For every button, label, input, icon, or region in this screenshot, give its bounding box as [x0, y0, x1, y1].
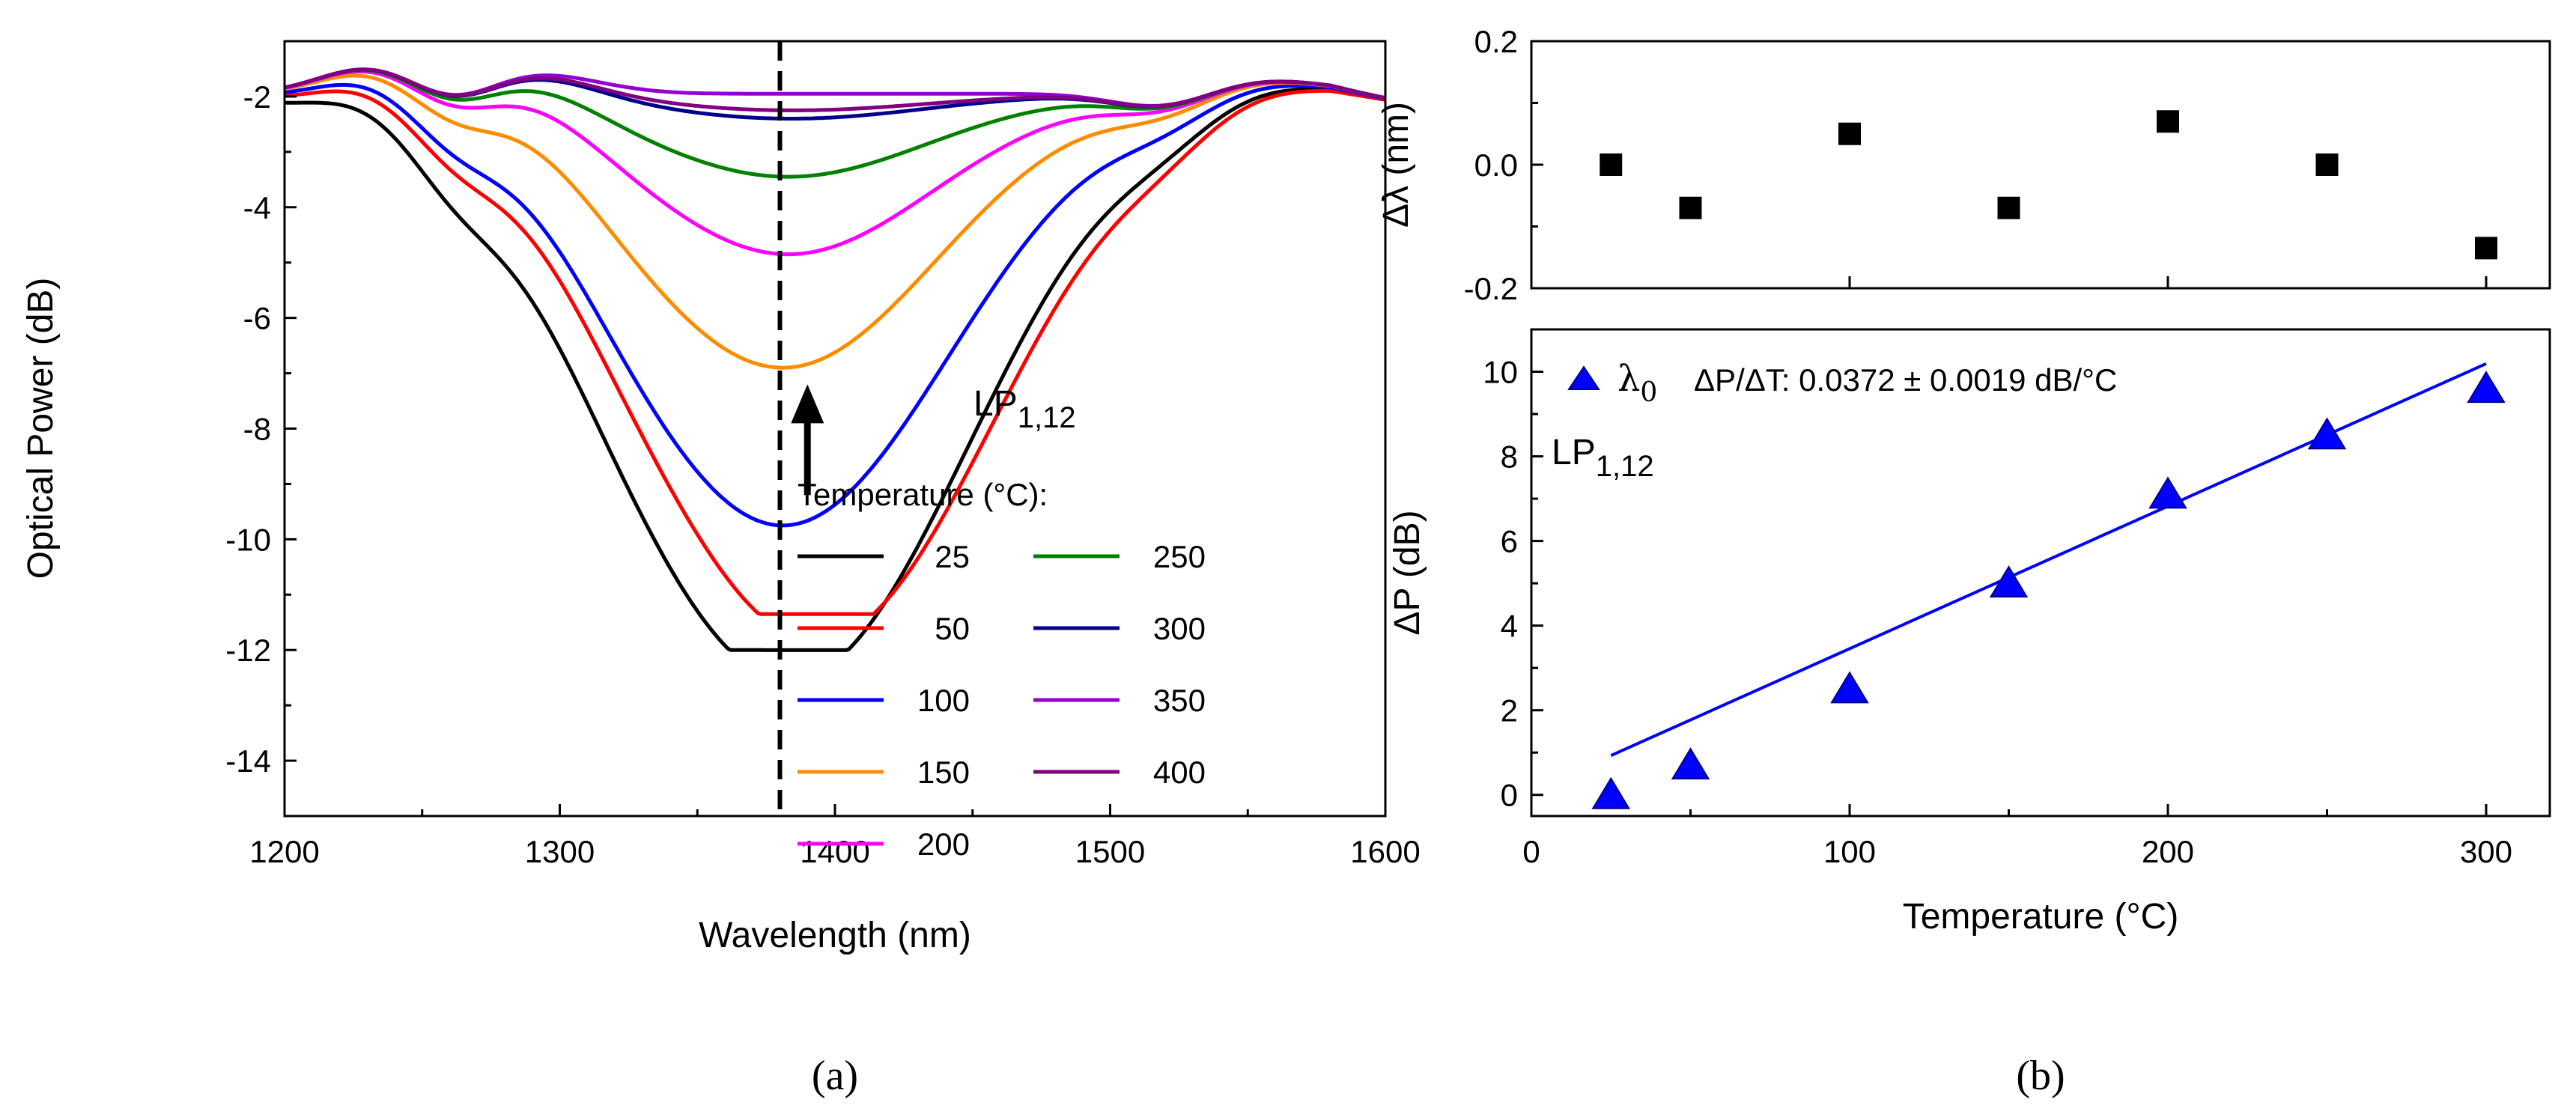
spectrum-400	[285, 67, 1385, 112]
x-axis-label: Wavelength (nm)	[699, 916, 971, 955]
b-top-y-ticks: 0.2 0.0 -0.2	[1464, 24, 1543, 306]
power-point-300	[2467, 371, 2506, 404]
plot-frame-b-bottom	[1530, 328, 2551, 818]
increasing-temperature-arrow	[791, 384, 824, 496]
b-top-points	[1600, 110, 2497, 260]
y-tick-label--14: -14	[225, 743, 271, 779]
power-point-50	[1671, 747, 1710, 780]
b-x-tick-label-100: 100	[1823, 834, 1876, 869]
y-axis-label: Optical Power (dB)	[21, 278, 61, 579]
legend-label-25: 25	[935, 539, 970, 574]
caption-a: (a)	[812, 1053, 858, 1099]
shift-point-150	[1997, 196, 2020, 219]
b-x-tick-label-200: 200	[2142, 834, 2194, 869]
shift-point-200	[2157, 110, 2179, 133]
legend-label-250: 250	[1153, 539, 1206, 574]
legend-title: Temperature (°C):	[798, 477, 1048, 512]
x-tick-label-1200: 1200	[249, 834, 319, 869]
legend-label-200: 200	[917, 827, 970, 862]
b-y-tick-label-0: 0	[1501, 778, 1518, 813]
mode-label-main: LP	[973, 384, 1018, 424]
b-bottom-y-ticks: 0 2 4 6 8 10	[1483, 355, 1543, 813]
panel-a: 1200 1300 1400 1500 1600 -14 -12 -10 -8 -6 -4 -2 W…	[21, 40, 1421, 1099]
shift-point-300	[2475, 237, 2497, 260]
legend-lambda-sub: 0	[1640, 377, 1657, 408]
legend-label-400: 400	[1153, 755, 1206, 790]
y-tick-label--12: -12	[225, 633, 271, 668]
arrow-head	[791, 384, 824, 424]
b-bottom-points	[1591, 371, 2506, 809]
power-point-200	[2148, 476, 2187, 509]
b-x-tick-label-0: 0	[1522, 834, 1540, 869]
mode-label: LP1,12	[973, 384, 1076, 434]
legend-label-150: 150	[917, 755, 970, 790]
caption-b: (b)	[2016, 1053, 2065, 1099]
b-top-x-ticks	[1530, 276, 2488, 288]
b-top-y-axis-label: Δλ (nm)	[1376, 102, 1416, 228]
power-point-150	[1989, 565, 2029, 598]
y-tick-label--4: -4	[243, 190, 271, 225]
y-tick-label--10: -10	[225, 522, 271, 557]
legend-label-50: 50	[935, 611, 970, 646]
spectrum-50	[285, 88, 1385, 616]
power-point-25	[1591, 776, 1631, 809]
legend: 25 50 100 150 200 250 300 350 400	[798, 539, 1206, 862]
legend-lambda-symbol: λ	[1617, 358, 1640, 400]
b-mode-label-sub: 1,12	[1596, 450, 1654, 483]
legend-lambda: λ0	[1617, 358, 1657, 408]
b-y-tick-label-10: 10	[1483, 355, 1518, 390]
x-tick-label-1600: 1600	[1350, 834, 1420, 869]
b-bottom-y-axis-label: ΔP (dB)	[1388, 510, 1427, 635]
b-bottom-x-ticks: 0 100 200 300	[1522, 804, 2512, 869]
linear-fit-line	[1610, 362, 2487, 757]
mode-label-sub: 1,12	[1018, 401, 1076, 434]
b-y-tick-label-8: 8	[1501, 439, 1518, 475]
x-tick-label-1400: 1400	[800, 834, 869, 869]
b-y-tick-label-2: 2	[1501, 693, 1518, 728]
x-axis-ticks: 1200 1300 1400 1500 1600	[249, 804, 1421, 869]
b-y-tick-label-4: 4	[1501, 609, 1518, 644]
shift-point-250	[2315, 153, 2339, 176]
b-mode-label: LP1,12	[1552, 433, 1654, 483]
legend-label-300: 300	[1153, 611, 1206, 646]
x-tick-label-1300: 1300	[525, 834, 595, 869]
power-point-250	[2307, 417, 2347, 450]
shift-point-50	[1679, 196, 1702, 219]
b-mode-label-main: LP	[1552, 433, 1596, 472]
y-tick-label--8: -8	[243, 412, 271, 447]
shift-point-100	[1838, 122, 1861, 145]
b-top-y-tick-label: -0.2	[1464, 271, 1518, 306]
x-tick-label-1500: 1500	[1075, 834, 1145, 869]
legend-slope-text: ΔP/ΔT: 0.0372 ± 0.0019 dB/°C	[1694, 362, 2117, 398]
b-top-y-tick-label: 0.2	[1474, 24, 1518, 59]
spectrum-100	[285, 82, 1385, 528]
y-axis-ticks: -14 -12 -10 -8 -6 -4 -2	[225, 40, 297, 818]
y-tick-label--6: -6	[243, 301, 271, 336]
legend-label-100: 100	[917, 683, 970, 718]
b-x-tick-label-300: 300	[2460, 834, 2512, 869]
b-x-axis-label: Temperature (°C)	[1903, 897, 2179, 937]
spectrum-150	[285, 73, 1385, 370]
spectrum-25	[285, 87, 1385, 652]
power-point-100	[1830, 671, 1869, 704]
legend-triangle-marker	[1567, 365, 1600, 390]
b-top-y-tick-label: 0.0	[1474, 147, 1518, 183]
y-tick-label--2: -2	[243, 79, 271, 115]
plot-frame-b-top	[1530, 40, 2551, 290]
b-y-tick-label-6: 6	[1501, 524, 1518, 559]
shift-point-25	[1600, 153, 1623, 176]
legend-label-350: 350	[1153, 683, 1206, 718]
spectra	[285, 67, 1385, 652]
